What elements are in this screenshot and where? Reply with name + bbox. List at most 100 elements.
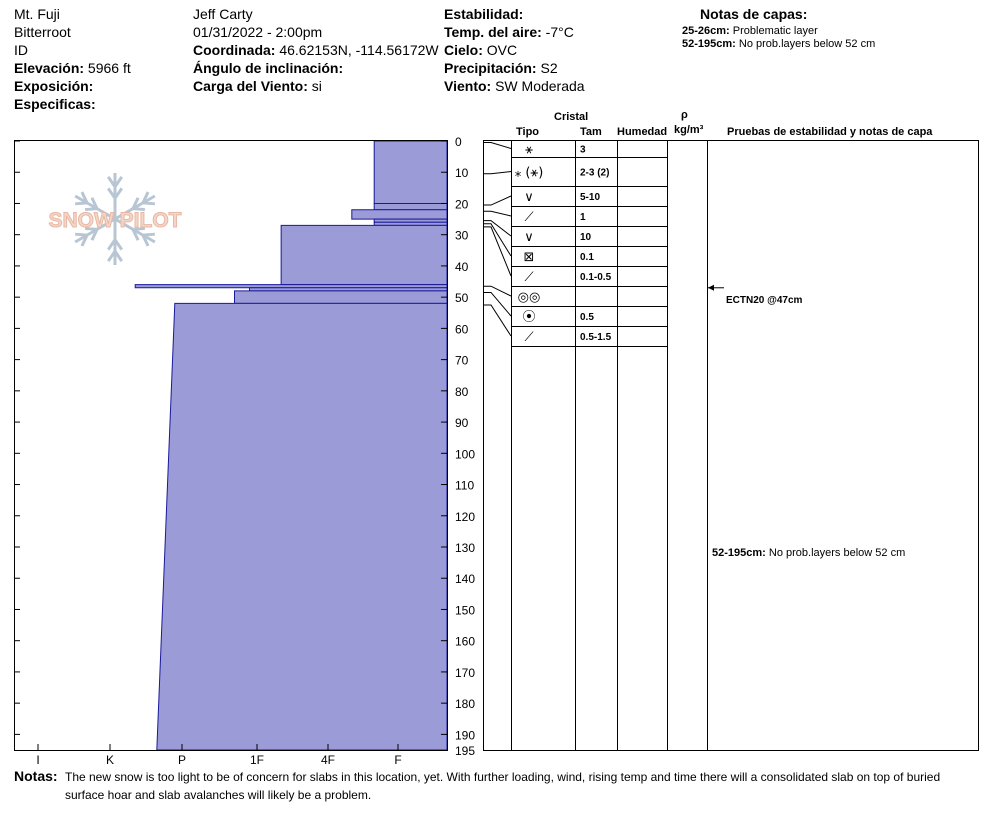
depth-tick-label: 80: [455, 385, 469, 399]
observer: Jeff Carty: [193, 6, 253, 22]
snowpilot-logo: SNOW PILOT: [48, 173, 182, 265]
flake-branch: [132, 207, 146, 212]
layer-connector-5: [483, 223, 512, 257]
layer-connector-0: [483, 142, 512, 149]
hardness-tick-label: I: [36, 753, 39, 767]
depth-tick-label: 170: [455, 666, 475, 680]
hardness-layer-8: [234, 290, 448, 304]
header-rho: ρ: [681, 109, 688, 121]
depth-tick-label: 180: [455, 697, 475, 711]
depth-tick-label: 10: [455, 166, 469, 180]
hardness-tick-label: K: [106, 753, 114, 767]
depth-tick-label: 40: [455, 260, 469, 274]
crystal-size-0: 3: [580, 145, 586, 156]
layer-connector-9: [483, 304, 512, 337]
flake-branch: [113, 238, 124, 251]
flake-branch: [142, 232, 155, 237]
flake-branch: [80, 191, 89, 204]
crystal-size-3: 1: [580, 212, 586, 223]
flake-branch: [75, 201, 88, 206]
air-temp: Temp. del aire: -7°C: [444, 24, 574, 40]
arrow-head-icon: [708, 284, 714, 291]
layer-connector-7: [483, 285, 512, 297]
footer-label: Notas:: [14, 768, 58, 784]
crystal-grain-1: ⁎ (⚹): [515, 166, 544, 181]
layer-connector-2: [483, 195, 512, 206]
layer-note-2: 52-195cm: No prob.layers below 52 cm: [682, 38, 876, 50]
flake-branch: [90, 197, 99, 210]
wind: Viento: SW Moderada: [444, 78, 585, 94]
flake-branch: [141, 191, 150, 204]
layer-connector-8: [483, 291, 512, 317]
depth-tick-label: 120: [455, 510, 475, 524]
hardness-layer-0: [373, 140, 448, 204]
hardness-layer-1: [373, 202, 448, 211]
layer-notes-title: Notas de capas:: [700, 6, 808, 22]
depth-tick-label: 195: [455, 744, 475, 758]
wind-load: Carga del Viento: si: [193, 78, 322, 94]
crystal-grain-3: ⟋: [524, 210, 534, 225]
range: Bitterroot: [14, 24, 71, 40]
coordinates: Coordinada: 46.62153N, -114.56172W: [193, 42, 439, 58]
crystal-grain-9: ⟋: [524, 330, 534, 345]
depth-tick-label: 160: [455, 635, 475, 649]
footer-text: The new snow is too light to be of conce…: [65, 770, 941, 802]
flake-branch: [106, 250, 117, 262]
depth-tick-label: 150: [455, 603, 475, 617]
flake-branch: [131, 197, 140, 210]
crystal-grain-2: ∨: [524, 190, 534, 205]
header-tests: Pruebas de estabilidad y notas de capa: [727, 126, 933, 138]
deep-layer-note: 52-195cm: No prob.layers below 52 cm: [712, 547, 906, 559]
hardness-layer-2: [351, 209, 448, 220]
depth-tick-label: 110: [455, 479, 474, 493]
header-density-unit: kg/m³: [674, 124, 704, 136]
depth-tick-label: 90: [455, 416, 469, 430]
exposure-label: Exposición:: [14, 78, 94, 94]
flake-branch: [80, 234, 89, 247]
slope-label: Ángulo de inclinación:: [193, 60, 344, 76]
hardness-tick-label: 1F: [250, 753, 264, 767]
depth-tick-label: 100: [455, 447, 475, 461]
crystal-grain-7: ◎◎: [518, 290, 541, 305]
depth-tick-label: 140: [455, 572, 475, 586]
datetime: 01/31/2022 - 2:00pm: [193, 24, 323, 40]
elevation: Elevación: 5966 ft: [14, 60, 131, 76]
flake-branch: [106, 238, 117, 251]
state: ID: [14, 42, 28, 58]
stability-label: Estabilidad:: [444, 6, 524, 22]
flake-branch: [84, 226, 98, 231]
flake-branch: [90, 228, 99, 241]
crystal-size-8: 0.5: [580, 312, 594, 323]
layer-note-1: 25-26cm: Problematic layer: [682, 25, 818, 37]
depth-tick-label: 50: [455, 291, 469, 305]
flake-branch: [141, 234, 150, 247]
header-tam: Tam: [580, 126, 602, 138]
flake-branch: [132, 226, 146, 231]
precipitation: Precipitación: S2: [444, 60, 558, 76]
flake-branch: [142, 201, 155, 206]
crystal-size-1: 2-3 (2): [580, 168, 609, 179]
flake-branch: [106, 187, 117, 200]
hardness-tick-label: F: [394, 753, 401, 767]
flake-branch: [113, 176, 124, 188]
depth-tick-label: 30: [455, 229, 469, 243]
flake-branch: [113, 250, 124, 262]
layer-connector-4: [483, 220, 512, 237]
hardness-tick-label: 4F: [321, 753, 335, 767]
crystal-size-5: 0.1: [580, 252, 594, 263]
crystal-size-2: 5-10: [580, 192, 600, 203]
location: Mt. Fuji: [14, 6, 60, 22]
flake-branch: [84, 207, 98, 212]
crystal-grain-6: ⟋: [524, 270, 534, 285]
crystal-grain-8: ⦿: [522, 310, 535, 325]
sky: Cielo: OVC: [444, 42, 518, 58]
header-humedad: Humedad: [617, 126, 668, 138]
stability-test-note: ECTN20 @47cm: [726, 295, 803, 306]
depth-tick-label: 70: [455, 354, 469, 368]
flake-branch: [106, 176, 117, 188]
header-tipo: Tipo: [516, 126, 540, 138]
crystal-grain-0: ⚹: [525, 143, 533, 158]
layer-connector-3: [483, 210, 512, 217]
hardness-plot-frame: [14, 140, 448, 751]
